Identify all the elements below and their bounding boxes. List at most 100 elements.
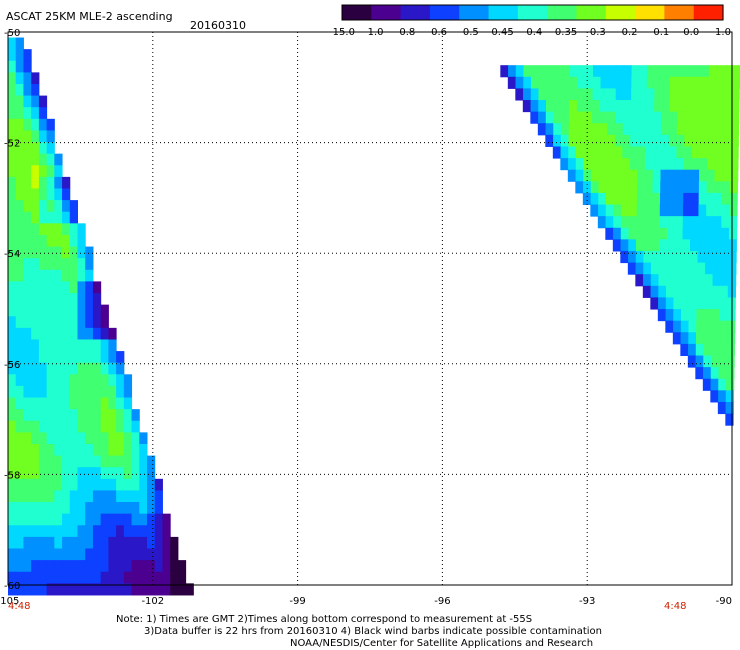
swath-cell (553, 134, 562, 147)
swath-cell (139, 490, 148, 503)
swath-cell (31, 258, 40, 271)
swath-cell (15, 234, 24, 248)
swath-cell (46, 142, 55, 155)
swath-cell (116, 455, 125, 468)
swath-cell (23, 339, 32, 352)
swath-cell (637, 169, 646, 182)
swath-cell (630, 146, 639, 159)
swath-cell (38, 536, 48, 550)
swath-cell (100, 467, 109, 480)
swath-cell (636, 227, 645, 240)
swath-cell (673, 285, 682, 298)
swath-cell (23, 118, 32, 131)
swath-cell (684, 100, 694, 113)
swath-cell (123, 490, 133, 503)
swath-cell (23, 234, 32, 248)
swath-cell (614, 134, 624, 147)
swath-cell (675, 192, 684, 206)
swath-cell (684, 146, 693, 159)
swath-cell (8, 200, 17, 213)
swath-cell (62, 188, 71, 201)
swath-cell (38, 304, 48, 317)
swath-cell (726, 332, 736, 345)
swath-cell (85, 327, 94, 340)
swath-cell (77, 374, 86, 387)
swath-cell (147, 525, 156, 538)
swath-cell (77, 234, 86, 248)
swath-cell (688, 320, 697, 333)
swath-cell (15, 142, 24, 155)
x-tick-label: -96 (434, 596, 450, 607)
swath-cell (154, 502, 163, 515)
swath-cell (673, 297, 682, 310)
swath-cell (8, 223, 17, 236)
swath-cell (31, 83, 40, 97)
swath-cell (713, 204, 723, 217)
swath-cell (54, 258, 63, 271)
swath-cell (530, 88, 539, 101)
swath-cell (638, 123, 647, 136)
swath-cell (8, 37, 17, 50)
swath-cell (85, 536, 94, 550)
swath-cell (38, 200, 48, 213)
swath-cell (85, 269, 94, 282)
swath-cell (668, 169, 677, 182)
swath-cell (54, 281, 63, 294)
swath-cell (654, 88, 663, 101)
swath-cell (131, 536, 140, 550)
swath-cell (23, 246, 32, 259)
swath-cell (15, 37, 24, 50)
swath-cell (712, 274, 721, 287)
swath-cell (23, 304, 32, 317)
swath-cell (621, 204, 630, 217)
swath-cell (592, 111, 601, 124)
swath-cell (688, 332, 697, 345)
swath-cell (683, 192, 692, 206)
swath-cell (85, 397, 94, 410)
swath-cell (147, 536, 156, 550)
swath-cell (23, 432, 32, 445)
swath-cell (642, 285, 652, 298)
swath-cell (8, 548, 17, 561)
swath-cell (721, 204, 730, 217)
swath-cell (710, 378, 719, 391)
swath-cell (692, 123, 701, 136)
swath-cell (658, 274, 667, 287)
swath-cell (662, 65, 671, 78)
swath-cell (677, 100, 686, 113)
swath-cell (728, 239, 737, 252)
swath-cell (46, 571, 55, 584)
swath-cell (54, 432, 63, 445)
swath-cell (715, 134, 724, 147)
swath-cell (8, 142, 17, 155)
colorbar-swatch (459, 5, 490, 20)
swath-cell (674, 227, 684, 240)
swath-cell (545, 134, 554, 147)
swath-cell (69, 536, 79, 550)
swath-cell (592, 88, 601, 101)
swath-cell (15, 95, 24, 108)
swath-cell (698, 181, 708, 194)
swath-cell (575, 181, 584, 194)
swath-cell (711, 355, 720, 368)
swath-cell (577, 76, 586, 89)
swath-cell (31, 548, 40, 561)
swath-cell (716, 88, 725, 101)
swath-cell (46, 304, 55, 317)
colorbar-swatch (635, 5, 665, 20)
swath-cell (718, 378, 727, 391)
swath-cell (598, 192, 607, 206)
swath-cell (177, 560, 187, 573)
swath-cell (108, 443, 117, 457)
swath-cell (116, 397, 125, 410)
swath-cell (54, 536, 63, 550)
swath-cell (31, 269, 40, 282)
swath-cell (560, 146, 569, 159)
swath-cell (185, 583, 194, 596)
swath-cell (15, 293, 24, 306)
swath-cell (31, 130, 40, 143)
swath-cell (23, 60, 32, 73)
swath-cell (54, 513, 63, 526)
swath-cell (62, 293, 71, 306)
swath-cell (629, 158, 639, 171)
